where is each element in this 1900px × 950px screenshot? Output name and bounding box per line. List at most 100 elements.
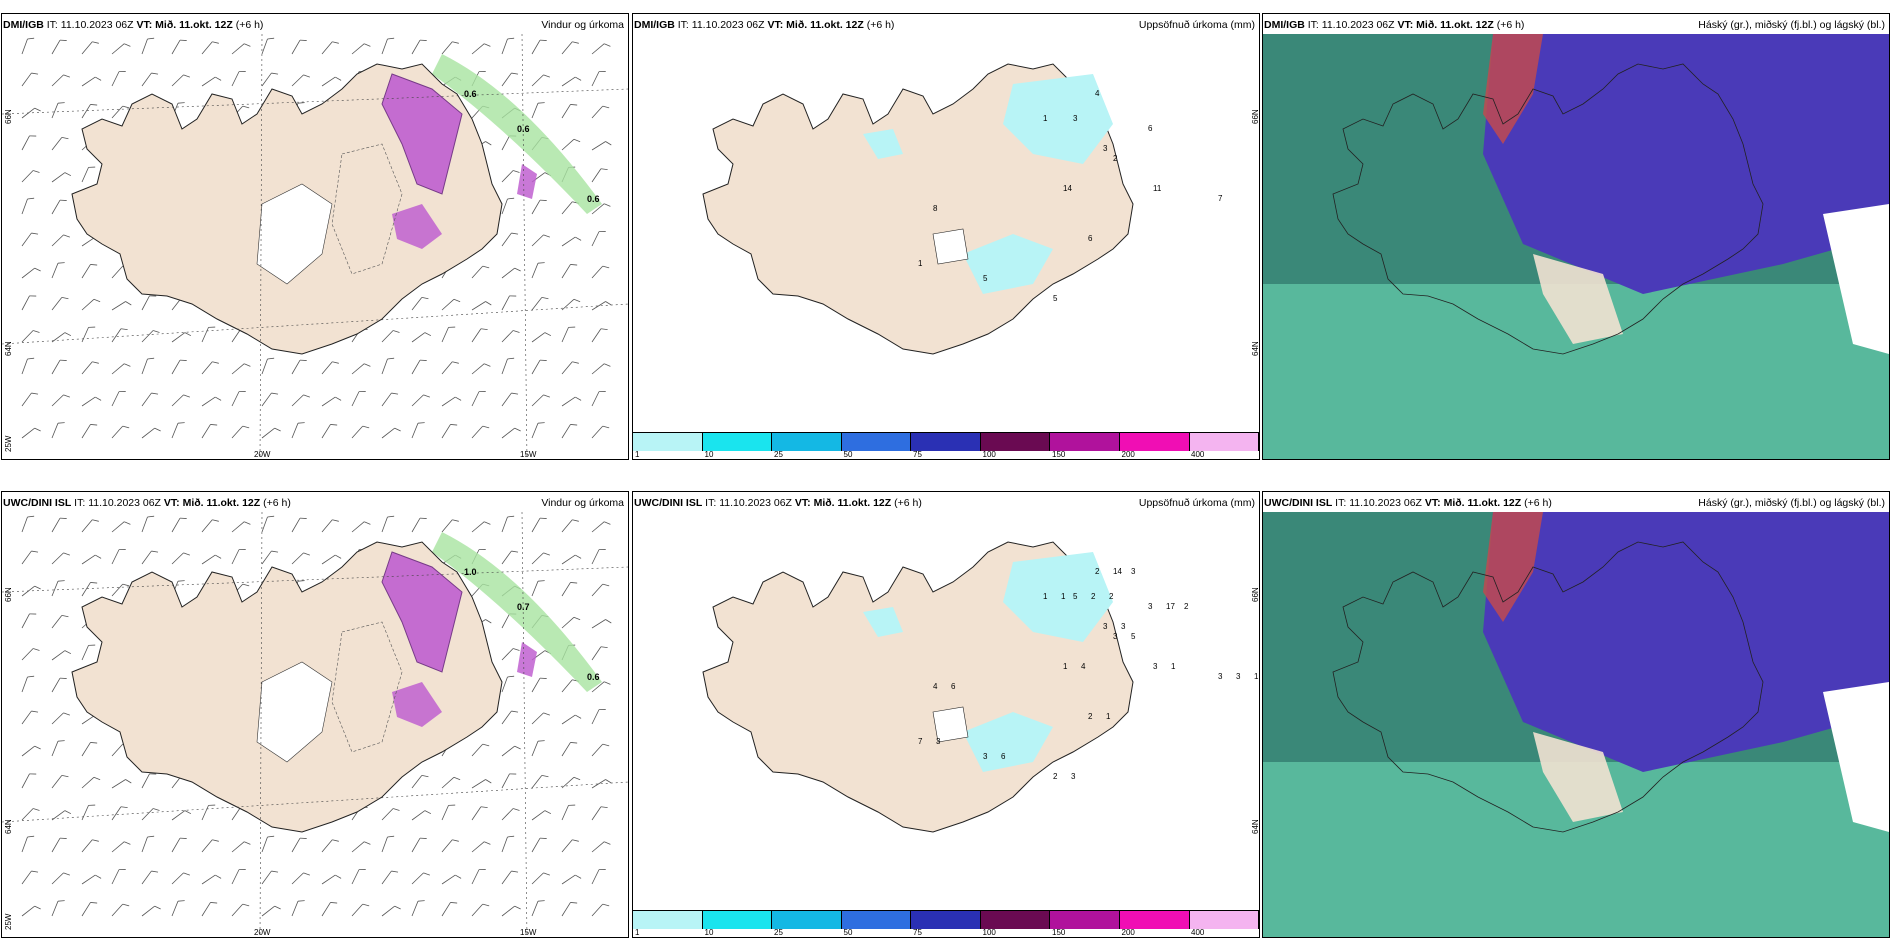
value-label: 1: [1061, 592, 1066, 601]
model-name: DMI/IGB: [634, 19, 675, 31]
valid-time: Mið. 11.okt. 12Z: [1416, 19, 1494, 31]
it-label: IT:: [1335, 497, 1350, 509]
init-time: 11.10.2023 06Z: [88, 497, 161, 509]
value-label: 0.6: [587, 672, 600, 682]
legend-tick: 100: [982, 450, 996, 459]
value-label: 3: [1153, 662, 1158, 671]
init-time: 11.10.2023 06Z: [719, 497, 792, 509]
colorbar: [633, 432, 1259, 451]
value-label: 3: [1131, 567, 1136, 576]
colorbar: [633, 910, 1259, 929]
panel-title: Vindur og úrkoma: [541, 19, 624, 31]
lat-label: 66N: [4, 587, 13, 602]
legend-swatch: [772, 911, 842, 929]
value-label: 7: [1218, 194, 1223, 203]
it-label: IT:: [705, 497, 720, 509]
glacier: [256, 183, 333, 285]
map-panel: DMI/IGB IT: 11.10.2023 06Z VT: Mið. 11.o…: [632, 13, 1260, 460]
legend-swatch: [702, 911, 773, 929]
vt-label: VT:: [1424, 497, 1444, 509]
glacier: [256, 661, 333, 763]
lon-label: 25W: [4, 913, 13, 930]
value-label: 2: [1109, 592, 1114, 601]
panel-title: Uppsöfnuð úrkoma (mm): [1138, 497, 1255, 509]
glacier: [932, 228, 969, 265]
valid-time: Mið. 11.okt. 12Z: [182, 497, 261, 509]
value-label: 3: [1121, 622, 1126, 631]
value-label: 2: [1088, 712, 1093, 721]
value-label: 1.0: [464, 567, 477, 577]
cloud-red: [1483, 34, 1543, 144]
lon-label: 15W: [520, 928, 537, 937]
legend-swatch: [1119, 433, 1190, 451]
lead-time: (+6 h): [235, 19, 264, 31]
panel-title: Uppsöfnuð úrkoma (mm): [1138, 19, 1255, 31]
panel-header: UWC/DINI ISL IT: 11.10.2023 06Z VT: Mið.…: [1264, 496, 1885, 510]
legend-swatch: [772, 433, 842, 451]
valid-time: Mið. 11.okt. 12Z: [813, 497, 892, 509]
map-panel: DMI/IGB IT: 11.10.2023 06Z VT: Mið. 11.o…: [1, 13, 629, 460]
legend-swatch: [980, 433, 1051, 451]
model-name: DMI/IGB: [3, 19, 44, 31]
value-label: 6: [1088, 234, 1093, 243]
lead-time: (+6 h): [866, 19, 895, 31]
panel-title: Háský (gr.), miðský (fj.bl.) og lágský (…: [1698, 19, 1885, 31]
panel-header: DMI/IGB IT: 11.10.2023 06Z VT: Mið. 11.o…: [3, 18, 624, 32]
legend-swatch: [1189, 433, 1259, 451]
value-label: 0.7: [517, 602, 530, 612]
it-label: IT:: [46, 19, 61, 31]
value-label: 2: [1113, 154, 1118, 163]
panel-title: Vindur og úrkoma: [541, 497, 624, 509]
legend-swatch: [841, 911, 912, 929]
valid-time: Mið. 11.okt. 12Z: [1443, 497, 1522, 509]
hatched-area: [331, 621, 403, 753]
lat-label: 66N: [1251, 109, 1260, 124]
value-label: 3: [1103, 144, 1108, 153]
value-label: 3: [1236, 672, 1241, 681]
it-label: IT:: [74, 497, 89, 509]
value-label: 4: [1081, 662, 1086, 671]
value-label: 6: [1001, 752, 1006, 761]
value-label: 2: [1184, 602, 1189, 611]
legend-tick: 10: [704, 928, 714, 937]
lead-time: (+6 h): [894, 497, 922, 509]
lat-label: 66N: [4, 109, 13, 124]
value-label: 5: [1131, 632, 1136, 641]
lon-label: 25W: [4, 435, 13, 452]
vt-label: VT:: [163, 497, 183, 509]
value-label: 1: [918, 259, 923, 268]
value-label: 5: [983, 274, 988, 283]
value-label: 4: [933, 682, 938, 691]
model-name: UWC/DINI ISL: [1264, 497, 1333, 509]
value-label: 2: [1053, 772, 1058, 781]
legend-tick: 1: [635, 928, 640, 937]
value-label: 1: [1043, 114, 1048, 123]
value-label: 2: [1091, 592, 1096, 601]
value-label: 6: [951, 682, 956, 691]
legend-tick: 75: [913, 928, 922, 937]
value-label: 8: [933, 204, 938, 213]
value-label: 3: [936, 737, 941, 746]
init-time: 11.10.2023 06Z: [691, 19, 765, 31]
precip-area: [1003, 74, 1113, 164]
value-label: 0.6: [587, 194, 600, 204]
lead-time: (+6 h): [263, 497, 291, 509]
legend-tick: 400: [1191, 928, 1205, 937]
it-label: IT:: [1307, 19, 1322, 31]
map-panel: UWC/DINI ISL IT: 11.10.2023 06Z VT: Mið.…: [632, 491, 1260, 938]
legend-tick: 100: [982, 928, 996, 937]
value-label: 14: [1113, 567, 1122, 576]
iceland-coast: [1332, 541, 1764, 833]
legend-tick: 150: [1052, 928, 1066, 937]
lead-time: (+6 h): [1524, 497, 1552, 509]
value-label: 3: [1148, 602, 1153, 611]
panel-header: UWC/DINI ISL IT: 11.10.2023 06Z VT: Mið.…: [634, 496, 1255, 510]
value-label: 3: [1073, 114, 1078, 123]
precip-band: [432, 54, 602, 214]
precip-area: [381, 73, 463, 195]
init-time: 11.10.2023 06Z: [1349, 497, 1422, 509]
value-label: 5: [1053, 294, 1058, 303]
legend-tick: 200: [1121, 928, 1135, 937]
vt-label: VT:: [1397, 19, 1417, 31]
value-label: 14: [1063, 184, 1072, 193]
